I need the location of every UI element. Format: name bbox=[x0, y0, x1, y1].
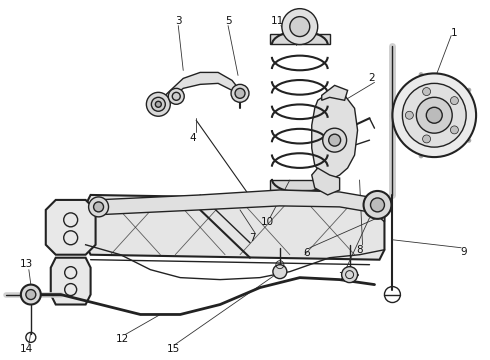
Text: 2: 2 bbox=[368, 73, 375, 84]
Text: 10: 10 bbox=[260, 217, 273, 227]
Text: 14: 14 bbox=[20, 345, 33, 354]
Polygon shape bbox=[270, 180, 330, 190]
Circle shape bbox=[370, 198, 385, 212]
Circle shape bbox=[323, 128, 346, 152]
Circle shape bbox=[147, 92, 171, 116]
Text: 11: 11 bbox=[271, 15, 285, 26]
Circle shape bbox=[290, 17, 310, 37]
Text: 1: 1 bbox=[451, 28, 458, 37]
Circle shape bbox=[342, 267, 358, 283]
Circle shape bbox=[364, 191, 392, 219]
Circle shape bbox=[155, 101, 161, 107]
Polygon shape bbox=[96, 190, 385, 222]
Circle shape bbox=[426, 107, 442, 123]
Polygon shape bbox=[51, 258, 91, 305]
Text: 13: 13 bbox=[20, 259, 33, 269]
Text: 12: 12 bbox=[116, 334, 129, 345]
Circle shape bbox=[235, 88, 245, 98]
Text: 7: 7 bbox=[248, 233, 255, 243]
Text: 15: 15 bbox=[167, 345, 180, 354]
Circle shape bbox=[94, 202, 103, 212]
Circle shape bbox=[329, 134, 341, 146]
Text: 8: 8 bbox=[356, 245, 363, 255]
Polygon shape bbox=[270, 33, 330, 44]
Text: 9: 9 bbox=[461, 247, 467, 257]
Polygon shape bbox=[46, 200, 96, 255]
Text: 3: 3 bbox=[175, 15, 182, 26]
Circle shape bbox=[273, 265, 287, 279]
Circle shape bbox=[422, 135, 431, 143]
Circle shape bbox=[26, 289, 36, 300]
Text: 6: 6 bbox=[303, 248, 310, 258]
Circle shape bbox=[151, 97, 165, 111]
Circle shape bbox=[450, 96, 459, 105]
Text: 5: 5 bbox=[225, 15, 231, 26]
Text: 4: 4 bbox=[190, 133, 196, 143]
Circle shape bbox=[89, 197, 108, 217]
Circle shape bbox=[231, 84, 249, 102]
Circle shape bbox=[405, 111, 414, 119]
Polygon shape bbox=[312, 92, 358, 180]
Polygon shape bbox=[158, 72, 240, 108]
Circle shape bbox=[450, 126, 459, 134]
Polygon shape bbox=[86, 195, 385, 260]
Text: 7: 7 bbox=[338, 272, 345, 282]
Circle shape bbox=[21, 285, 41, 305]
Circle shape bbox=[282, 9, 318, 45]
Circle shape bbox=[392, 73, 476, 157]
Circle shape bbox=[172, 92, 180, 100]
Circle shape bbox=[168, 88, 184, 104]
Circle shape bbox=[422, 87, 431, 95]
Circle shape bbox=[416, 97, 452, 133]
Polygon shape bbox=[322, 85, 347, 100]
Polygon shape bbox=[312, 168, 340, 195]
Circle shape bbox=[402, 84, 466, 147]
